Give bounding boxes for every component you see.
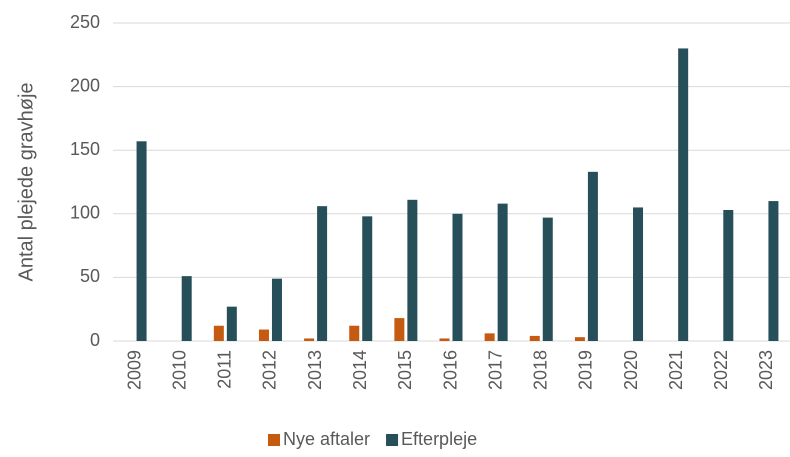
bar — [362, 216, 373, 341]
legend-label: Nye aftaler — [283, 429, 370, 449]
bar — [258, 329, 269, 341]
x-tick-label: 2020 — [621, 350, 641, 390]
x-tick-label: 2012 — [260, 350, 280, 390]
bar — [574, 337, 585, 341]
bar — [484, 333, 495, 341]
bar — [452, 213, 463, 341]
x-tick-label: 2009 — [124, 350, 144, 390]
legend-swatch — [386, 434, 399, 446]
x-tick-label: 2011 — [215, 350, 235, 389]
x-tick-label: 2021 — [666, 350, 686, 390]
bar — [768, 201, 779, 341]
y-tick-label: 0 — [90, 330, 100, 350]
bar — [497, 203, 508, 341]
bar — [723, 209, 734, 341]
bar — [181, 276, 192, 341]
bar — [587, 171, 598, 341]
x-tick-label: 2014 — [350, 350, 370, 390]
bar — [529, 335, 540, 341]
x-tick-label: 2018 — [531, 350, 551, 390]
bar — [226, 306, 237, 341]
y-tick-label: 200 — [70, 75, 100, 95]
legend-swatch — [268, 434, 280, 446]
bar — [678, 48, 689, 341]
legend-label: Efterpleje — [401, 429, 477, 449]
bar — [271, 278, 282, 341]
x-tick-label: 2023 — [756, 350, 776, 390]
x-tick-label: 2016 — [440, 350, 460, 390]
bar — [136, 141, 147, 341]
x-tick-label: 2019 — [576, 350, 596, 390]
bar — [317, 206, 328, 341]
bar — [633, 207, 644, 341]
bar — [304, 338, 315, 341]
bar — [349, 325, 360, 341]
bar — [213, 325, 224, 341]
y-tick-label: 100 — [70, 203, 100, 223]
bar — [439, 338, 450, 341]
y-axis-title: Antal plejede gravhøje — [15, 82, 37, 281]
x-tick-label: 2010 — [169, 350, 189, 390]
x-tick-label: 2015 — [395, 350, 415, 390]
y-tick-label: 150 — [70, 139, 100, 159]
bar — [542, 217, 553, 341]
bar — [394, 318, 405, 341]
x-tick-label: 2017 — [485, 350, 505, 390]
y-tick-label: 250 — [70, 12, 100, 32]
y-tick-label: 50 — [80, 266, 100, 286]
bar — [407, 199, 418, 341]
x-tick-label: 2022 — [711, 350, 731, 390]
x-tick-label: 2013 — [305, 350, 325, 390]
